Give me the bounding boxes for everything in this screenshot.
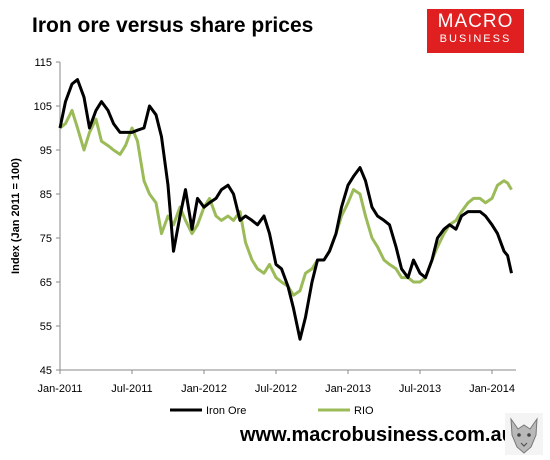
x-tick-label: Jan-2011	[37, 383, 82, 395]
y-tick-label: 95	[40, 145, 52, 157]
legend-label-iron-ore: Iron Ore	[206, 405, 246, 417]
line-chart: 45 55 65 75 85 95 105 115 Jan-2011 Jul-2011 Jan-20…	[10, 57, 516, 417]
logo-line2: BUSINESS	[439, 33, 512, 45]
logo-line1: MACRO	[437, 11, 514, 32]
x-tick-label: Jul-2012	[255, 383, 297, 395]
series-line-rio	[59, 108, 513, 297]
x-tick-label: Jan-2014	[469, 383, 515, 395]
y-tick-label: 115	[34, 57, 52, 69]
y-tick-label: 85	[40, 189, 52, 201]
chart-title: Iron ore versus share prices	[32, 14, 314, 37]
y-tick-label: 105	[34, 101, 52, 113]
y-tick-label: 75	[40, 233, 52, 245]
wolf-icon	[505, 413, 543, 455]
x-tick-label: Jul-2011	[111, 383, 152, 395]
x-tick-label: Jul-2013	[399, 383, 441, 395]
y-tick-label: 65	[40, 277, 52, 289]
x-tick-label: Jan-2013	[325, 383, 371, 395]
macrobusiness-logo: MACRO BUSINESS	[427, 9, 524, 53]
x-tick-label: Jan-2012	[181, 383, 227, 395]
y-tick-label: 55	[40, 321, 52, 333]
series-line-iron-ore	[58, 78, 513, 341]
y-tick-label: 45	[40, 365, 52, 377]
legend-label-rio: RIO	[354, 405, 374, 417]
y-axis-label: Index (Jan 2011 = 100)	[10, 158, 22, 274]
website-url: www.macrobusiness.com.au	[240, 424, 514, 446]
